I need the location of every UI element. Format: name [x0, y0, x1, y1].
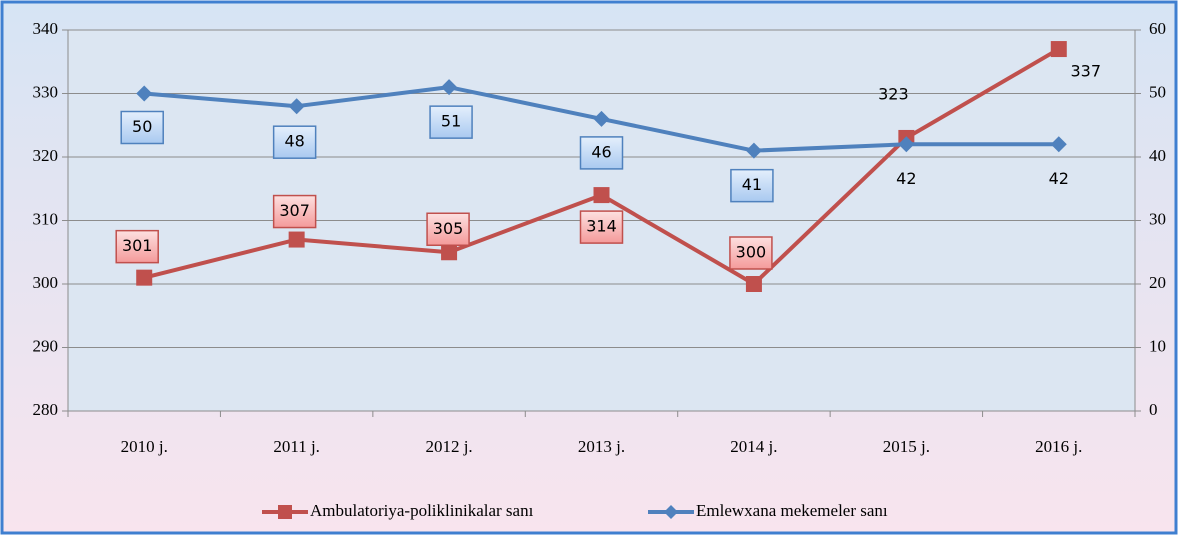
data-label: 41	[742, 175, 762, 194]
marker	[136, 85, 153, 102]
data-label-box	[426, 212, 470, 246]
x-tick-label: 2015 j.	[883, 437, 930, 456]
data-label: 51	[441, 112, 461, 131]
data-label: 50	[132, 117, 152, 136]
data-label: 42	[1049, 169, 1069, 188]
legend-label: Emlewxana mekemeler sanı	[696, 501, 888, 520]
marker	[441, 244, 458, 261]
data-label: 337	[1071, 62, 1102, 81]
marker	[136, 269, 153, 286]
marker	[593, 187, 610, 204]
data-label-box	[730, 168, 774, 203]
data-label-box	[579, 136, 624, 170]
y2-tick-label: 30	[1149, 209, 1166, 228]
x-tick-label: 2012 j.	[425, 437, 472, 456]
marker	[288, 231, 305, 248]
data-label: 301	[122, 236, 153, 255]
x-tick-label: 2016 j.	[1035, 437, 1082, 456]
y-tick-label: 340	[33, 19, 59, 38]
data-label: 305	[433, 219, 464, 238]
data-label: 48	[284, 132, 304, 151]
x-tick-label: 2010 j.	[121, 437, 168, 456]
data-label: 323	[878, 84, 909, 103]
y-tick-label: 330	[33, 82, 59, 101]
y-tick-label: 310	[33, 209, 59, 228]
data-label-box	[579, 210, 624, 244]
y2-tick-label: 60	[1149, 19, 1166, 38]
y-tick-label: 290	[33, 336, 59, 355]
y2-tick-label: 10	[1149, 336, 1166, 355]
marker	[745, 276, 762, 292]
legend-marker	[664, 505, 678, 519]
data-label-box	[429, 105, 473, 139]
legend-marker	[278, 505, 292, 519]
marker	[593, 110, 610, 127]
data-label: 307	[279, 201, 310, 220]
data-label: 46	[591, 142, 611, 161]
x-tick-label: 2014 j.	[730, 437, 777, 456]
marker	[441, 79, 458, 96]
marker	[898, 136, 915, 153]
data-label-box	[272, 194, 317, 229]
data-label-box	[115, 229, 159, 264]
marker	[745, 142, 762, 159]
y2-tick-label: 20	[1149, 273, 1166, 292]
data-label: 42	[896, 169, 916, 188]
data-label-box	[729, 236, 773, 270]
x-tick-label: 2013 j.	[578, 437, 625, 456]
y2-tick-label: 50	[1149, 82, 1166, 101]
y-tick-label: 320	[33, 146, 59, 165]
data-label-box	[120, 110, 164, 145]
data-label: 300	[736, 243, 767, 262]
marker	[1050, 136, 1067, 153]
x-tick-label: 2011 j.	[273, 437, 320, 456]
marker	[1050, 41, 1067, 58]
data-label: 314	[586, 217, 617, 236]
legend-label: Ambulatoriya-poliklinikalar sanı	[310, 501, 534, 520]
data-label-box	[272, 125, 317, 159]
y-tick-label: 280	[33, 400, 59, 419]
y2-tick-label: 40	[1149, 146, 1166, 165]
y2-tick-label: 0	[1149, 400, 1158, 419]
y-tick-label: 300	[33, 273, 59, 292]
marker	[288, 98, 305, 115]
